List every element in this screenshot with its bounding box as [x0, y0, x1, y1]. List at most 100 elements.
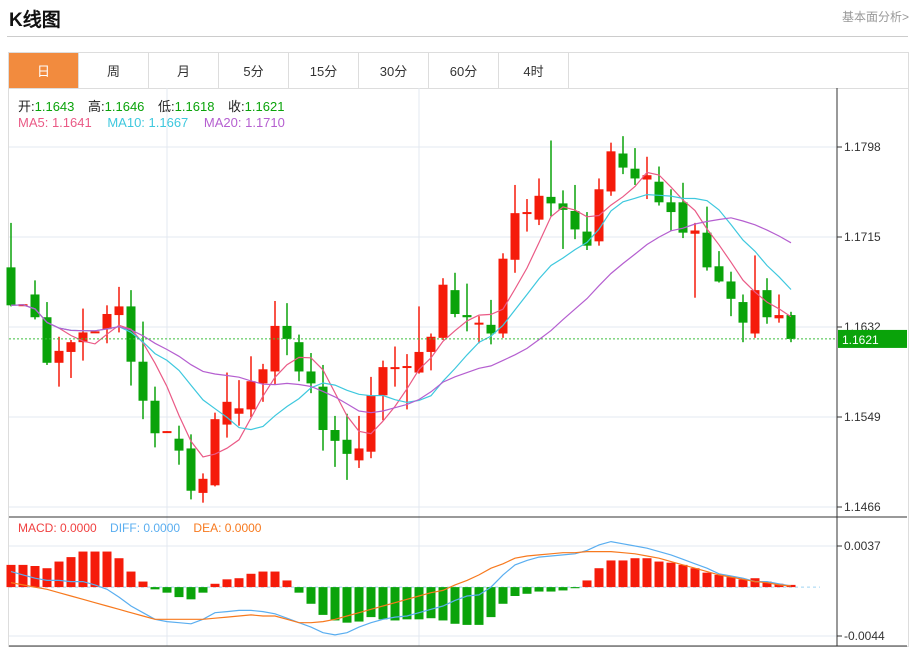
candle-up	[90, 331, 100, 334]
macd-bar	[174, 587, 184, 598]
candle-down	[618, 153, 628, 168]
candle-up	[690, 230, 700, 234]
ma10-value: MA10: 1.1667	[107, 115, 189, 130]
price-tick-label: 1.1715	[844, 230, 881, 244]
candle-down	[714, 266, 724, 282]
candle-down	[702, 232, 712, 268]
candle-up	[114, 306, 124, 316]
candle-down	[150, 400, 160, 434]
last-price-label: 1.1621	[842, 333, 879, 347]
period-tabs: 日 周 月 5分 15分 30分 60分 4时	[8, 52, 909, 89]
candle-up	[426, 336, 436, 352]
macd-bar	[762, 581, 772, 588]
macd-bar	[630, 558, 640, 588]
tab-60min[interactable]: 60分	[429, 53, 499, 88]
macd-bar	[642, 558, 652, 588]
last-price-badge	[838, 329, 907, 348]
dea-line	[10, 550, 792, 624]
macd-readout: MACD: 0.0000 DIFF: 0.0000 DEA: 0.0000	[18, 521, 261, 535]
open-value: 1.1643	[34, 99, 75, 114]
macd-bar	[78, 551, 88, 588]
macd-bar	[378, 587, 388, 620]
candle-up	[78, 332, 88, 343]
macd-bar	[138, 581, 148, 588]
fundamental-analysis-link[interactable]: 基本面分析>	[841, 10, 909, 24]
ma-readout: MA5: 1.1641 MA10: 1.1667 MA20: 1.1710	[18, 115, 285, 130]
candle-down	[738, 302, 748, 323]
candle-down	[126, 306, 136, 362]
macd-bar	[210, 583, 220, 588]
macd-bar	[186, 587, 196, 600]
low-label: 低:	[158, 99, 175, 114]
candle-up	[474, 322, 484, 325]
candle-down	[630, 168, 640, 179]
candle-up	[162, 431, 172, 434]
candle-down	[174, 438, 184, 451]
candle-up	[222, 401, 232, 425]
diff-value: DIFF: 0.0000	[110, 521, 181, 535]
candle-up	[642, 175, 652, 180]
macd-bar	[438, 587, 448, 621]
macd-bar	[30, 566, 40, 588]
macd-bar	[618, 560, 628, 588]
macd-bar	[198, 587, 208, 593]
ma10-line	[10, 193, 792, 431]
macd-bar	[714, 574, 724, 588]
macd-bar	[750, 578, 760, 588]
candle-up	[438, 284, 448, 338]
macd-bar	[570, 587, 580, 589]
low-value: 1.1618	[174, 99, 215, 114]
macd-bar	[426, 587, 436, 619]
macd-tick-label: -0.0044	[844, 629, 885, 643]
macd-bar	[306, 587, 316, 604]
macd-bar	[522, 587, 532, 594]
candle-up	[606, 151, 616, 192]
macd-bar	[318, 587, 328, 615]
macd-bar	[90, 551, 100, 588]
candle-up	[522, 212, 532, 215]
candle-down	[450, 290, 460, 314]
tab-day[interactable]: 日	[9, 53, 79, 88]
tab-30min[interactable]: 30分	[359, 53, 429, 88]
candle-down	[330, 430, 340, 441]
macd-bar	[558, 587, 568, 591]
macd-bar	[222, 579, 232, 588]
macd-bar	[402, 587, 412, 620]
macd-bar	[282, 580, 292, 588]
candle-down	[570, 210, 580, 230]
close-value: 1.1621	[244, 99, 285, 114]
candle-down	[138, 361, 148, 401]
macd-bar	[654, 561, 664, 588]
candle-down	[30, 294, 40, 318]
candle-up	[66, 342, 76, 352]
macd-bar	[234, 578, 244, 588]
tab-week[interactable]: 周	[79, 53, 149, 88]
candle-down	[666, 202, 676, 213]
macd-bar	[54, 561, 64, 588]
price-tick-label: 1.1798	[844, 140, 881, 154]
candle-down	[186, 448, 196, 491]
macd-bar	[450, 587, 460, 624]
macd-bar	[534, 587, 544, 592]
macd-bar	[582, 580, 592, 588]
tab-5min[interactable]: 5分	[219, 53, 289, 88]
candle-up	[390, 367, 400, 370]
close-label: 收:	[228, 99, 245, 114]
macd-bar	[414, 587, 424, 620]
candle-up	[774, 315, 784, 319]
tab-month[interactable]: 月	[149, 53, 219, 88]
tab-4hour[interactable]: 4时	[499, 53, 569, 88]
candle-up	[234, 408, 244, 414]
tab-15min[interactable]: 15分	[289, 53, 359, 88]
candle-up	[498, 258, 508, 334]
candle-down	[726, 281, 736, 299]
macd-value: MACD: 0.0000	[18, 521, 97, 535]
macd-bar	[594, 568, 604, 588]
candle-up	[210, 419, 220, 486]
macd-bar	[42, 568, 52, 588]
macd-bar	[738, 579, 748, 588]
candle-up	[510, 213, 520, 260]
macd-bar	[666, 562, 676, 588]
candle-down	[486, 324, 496, 334]
